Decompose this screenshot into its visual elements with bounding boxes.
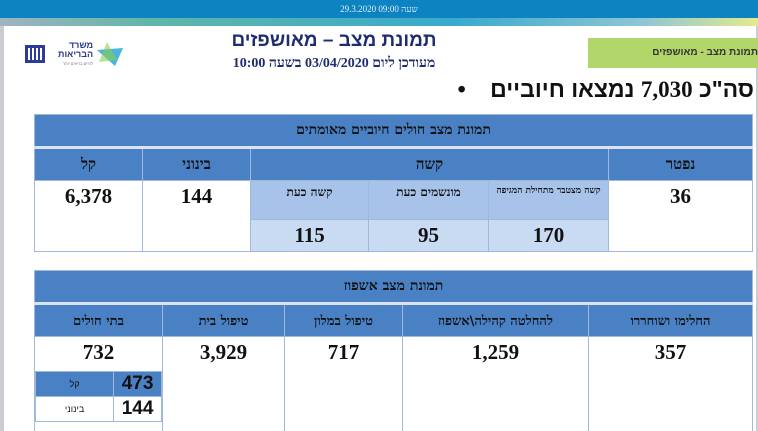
menorah-emblem-icon (25, 45, 45, 63)
hospitalization-table: תמונת מצב אשפוז החלימו ושוחררו להחלטה קה… (33, 270, 754, 431)
logos: משרד הבריאות לחיים בריאים יותר (24, 40, 125, 68)
breakdown-value: 473 (113, 371, 163, 397)
logo-tagline: לחיים בריאים יותר (62, 60, 94, 66)
value-home: 3,929 (162, 336, 286, 431)
col-moderate: בינוני (142, 147, 252, 181)
star-logo-icon (97, 42, 124, 66)
value-severe-now: 115 (250, 219, 370, 252)
hospitals-cell: 732 קל 473 בינוני 144 (33, 336, 164, 431)
value-community: 1,259 (402, 336, 590, 431)
col-hotel: טיפול במלון (284, 303, 404, 337)
col-severe: קשה (250, 147, 610, 181)
sub-ventilated: מונשמים כעת (368, 180, 490, 220)
breakdown-label: קל (34, 371, 115, 397)
logo-line-1: משרד (68, 39, 94, 50)
sub-severe-now: קשה כעת (250, 180, 370, 220)
updated-subtitle: מעודכן ליום 03/04/2020 בשעה 10:00 (232, 56, 436, 71)
col-recovered: החלימו ושוחררו (588, 303, 754, 337)
col-mild: קל (33, 147, 144, 181)
table-title: תמונת מצב אשפוז (33, 270, 754, 305)
confirmed-patients-table: תמונת מצב חולים חיוביים מאומתים נפטר קשה… (33, 114, 754, 252)
value-hospitals: 732 (35, 337, 163, 371)
page-title: תמונת מצב – מאושפזים (231, 30, 437, 51)
total-value: 7,030 (640, 77, 693, 102)
sub-severe-cumulative: קשה מצטבר מתחילת המגיפה (488, 180, 610, 220)
breakdown-value: 144 (113, 396, 163, 422)
total-positive: סה"כ 7,030 נמצאו חיוביים • (374, 76, 754, 103)
value-recovered: 357 (588, 336, 754, 431)
col-hospitals: בתי חולים (33, 303, 164, 337)
value-hotel: 717 (284, 336, 404, 431)
top-date-bar: 29.3.2020 09:00 שעה (0, 0, 758, 18)
slide: משרד הבריאות לחיים בריאים יותר תמונת מצב… (4, 26, 758, 431)
col-deceased: נפטר (608, 147, 754, 181)
value-severe-cumulative: 170 (488, 219, 610, 252)
col-home: טיפול בית (162, 303, 286, 337)
logo-line-2: הבריאות (58, 48, 94, 59)
decorative-stripe (0, 18, 758, 26)
table-title: תמונת מצב חולים חיוביים מאומתים (33, 114, 754, 149)
value-mild: 6,378 (33, 180, 144, 252)
value-moderate: 144 (142, 180, 252, 252)
breakdown-row-mild: קל 473 (34, 371, 163, 397)
breakdown-label: בינוני (34, 396, 115, 422)
bullet-icon: • (457, 76, 466, 102)
value-ventilated: 95 (368, 219, 490, 252)
ministry-of-health-logo: משרד הבריאות לחיים בריאים יותר (58, 40, 125, 68)
value-deceased: 36 (608, 180, 754, 252)
col-community: להחלטה קהילה\אשפוז (402, 303, 590, 337)
breakdown-row-moderate: בינוני 144 (34, 396, 163, 422)
total-suffix: נמצאו חיוביים (490, 76, 635, 102)
section-tag: תמונת מצב - מאושפזים (588, 38, 758, 68)
hospital-breakdown: קל 473 בינוני 144 (34, 371, 163, 422)
total-prefix: סה"כ (698, 76, 754, 102)
